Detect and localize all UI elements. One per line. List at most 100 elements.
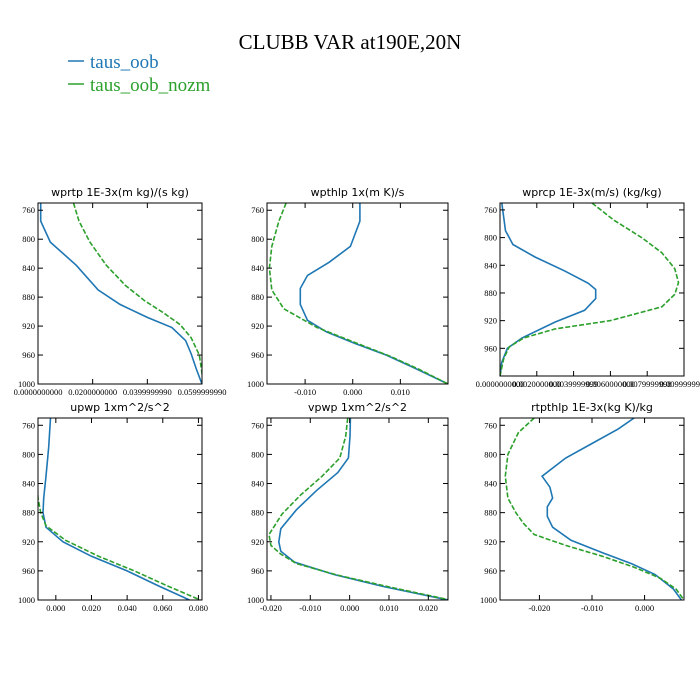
panel-3: wprcp 1E-3x(m/s) (kg/kg) 760 800 840 880 920 9…: [476, 186, 700, 389]
panel-frame: [37, 417, 203, 601]
panel-frame: [266, 202, 449, 385]
y-tick-label: 960: [22, 566, 35, 576]
series-line-taus-oob: [541, 418, 683, 600]
panel-title: wprtp 1E-3x(m kg)/(s kg): [51, 186, 189, 199]
x-tick-label: 0.0039999999: [549, 379, 598, 389]
panel-title: wprcp 1E-3x(m/s) (kg/kg): [522, 186, 661, 199]
y-tick-label: 1000: [247, 379, 264, 389]
series-line-taus-oob-nozm: [500, 203, 680, 376]
y-tick-label: 920: [484, 537, 497, 547]
panel-title: rtpthlp 1E-3x(kg K)/kg: [531, 401, 653, 414]
x-tick-label: 0.080: [189, 603, 208, 613]
y-tick-label: 920: [251, 537, 264, 547]
y-tick-label: 800: [484, 449, 497, 459]
figure-title: CLUBB VAR at190E,20N: [239, 30, 462, 54]
x-tick-label: 0.0079999998: [623, 379, 672, 389]
series-line-taus-oob: [39, 203, 202, 384]
y-tick-label: 960: [484, 566, 497, 576]
x-tick-label: 0.0060000000: [586, 379, 635, 389]
y-tick-label: 840: [22, 479, 35, 489]
panel-title: vpwp 1xm^2/s^2: [308, 401, 407, 414]
y-tick-label: 880: [251, 508, 264, 518]
y-tick-label: 760: [484, 420, 497, 430]
panel-frame: [499, 202, 685, 377]
panel-5: vpwp 1xm^2/s^27608008408809209601000-0.0…: [247, 401, 449, 613]
y-tick-label: 760: [251, 205, 264, 215]
panel-frame: [266, 417, 449, 601]
y-tick-label: 880: [484, 508, 497, 518]
series-line-taus-oob: [42, 418, 190, 600]
y-tick-label: 1000: [247, 595, 264, 605]
series-line-taus-oob-nozm: [268, 418, 448, 600]
y-tick-label: 1000: [480, 595, 497, 605]
y-tick-label: 920: [22, 321, 35, 331]
y-tick-label: 840: [22, 263, 35, 273]
x-tick-label: -0.010: [299, 603, 321, 613]
y-tick-label: 960: [484, 343, 497, 353]
x-tick-label: 0.0000000000: [14, 387, 63, 397]
x-tick-label: -0.020: [260, 603, 282, 613]
y-tick-label: 880: [484, 288, 497, 298]
y-tick-label: 760: [484, 205, 497, 215]
y-tick-label: 800: [484, 233, 497, 243]
y-tick-label: 760: [22, 205, 35, 215]
series-line-taus-oob-nozm: [72, 203, 202, 380]
x-tick-label: 0.060: [153, 603, 172, 613]
x-tick-label: 0.000: [343, 387, 362, 397]
y-tick-label: 840: [484, 260, 497, 270]
panel-2: wpthlp 1x(m K)/s 760 800 840 880 920 960 1000 -0…: [247, 186, 449, 397]
y-tick-label: 1000: [18, 379, 35, 389]
series-line-taus-oob: [500, 203, 597, 376]
y-tick-label: 920: [251, 321, 264, 331]
panel-title: upwp 1xm^2/s^2: [70, 401, 170, 414]
panel-6: rtpthlp 1E-3x(kg K)/kg 760 800 840 880 920 960…: [480, 401, 685, 613]
y-tick-label: 880: [22, 292, 35, 302]
y-tick-label: 840: [484, 479, 497, 489]
y-tick-label: 840: [251, 263, 264, 273]
y-tick-label: 920: [484, 316, 497, 326]
x-tick-label: 0.010: [391, 387, 410, 397]
x-tick-label: -0.010: [581, 603, 603, 613]
x-tick-label: 0.0000000000: [476, 379, 525, 389]
y-tick-label: 960: [251, 350, 264, 360]
panel-frame: [37, 202, 203, 385]
x-tick-label: 0.000: [635, 603, 654, 613]
y-tick-label: 920: [22, 537, 35, 547]
x-tick-label: 0.000: [46, 603, 65, 613]
y-tick-label: 960: [22, 350, 35, 360]
x-tick-label: 0.0599999990: [178, 387, 227, 397]
panel-4: upwp 1xm^2/s^2 760 800 840 880 920 960 1000 0.00…: [18, 401, 208, 613]
y-tick-label: 800: [22, 449, 35, 459]
x-tick-label: 0.020: [82, 603, 101, 613]
panel-title: wpthlp 1x(m K)/s: [311, 186, 405, 199]
y-tick-label: 800: [251, 234, 264, 244]
x-tick-label: -0.020: [528, 603, 550, 613]
y-tick-label: 880: [251, 292, 264, 302]
x-tick-label: 0.000: [340, 603, 359, 613]
y-tick-label: 1000: [18, 595, 35, 605]
y-tick-label: 960: [251, 566, 264, 576]
series-line-taus-oob-nozm: [38, 418, 201, 600]
y-tick-label: 840: [251, 479, 264, 489]
x-tick-label: 0.010: [379, 603, 398, 613]
legend-label-taus-oob-nozm: taus_oob_nozm: [90, 75, 211, 96]
series-line-taus-oob: [277, 418, 448, 600]
x-tick-label: 0.0099999998: [660, 379, 700, 389]
x-tick-label: 0.040: [118, 603, 137, 613]
panel-grid: wprtp 1E-3x(m kg)/(s kg) 760 800 840 880 920 9…: [14, 186, 700, 613]
series-line-taus-oob-nozm: [268, 203, 448, 384]
y-tick-label: 800: [22, 234, 35, 244]
x-tick-label: 0.0399999990: [123, 387, 172, 397]
x-tick-label: 0.0020000000: [512, 379, 561, 389]
y-tick-label: 800: [251, 449, 264, 459]
panel-1: wprtp 1E-3x(m kg)/(s kg) 760 800 840 880 920 9…: [14, 186, 227, 397]
panel-frame: [499, 417, 685, 601]
series-line-taus-oob: [299, 203, 448, 384]
y-tick-label: 760: [251, 420, 264, 430]
series-line-taus-oob-nozm: [504, 418, 684, 600]
figure-legend: taus_oob taus_oob_nozm: [68, 52, 211, 96]
x-tick-label: 0.020: [419, 603, 438, 613]
y-tick-label: 760: [22, 420, 35, 430]
y-tick-label: 880: [22, 508, 35, 518]
